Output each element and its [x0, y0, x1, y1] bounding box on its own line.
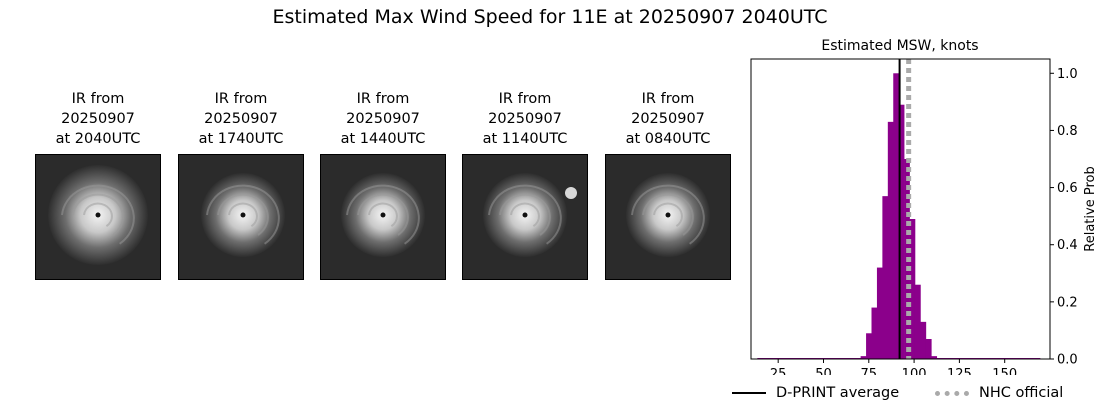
ir-panel-2: IR from 20250907 at 1740UTC — [178, 89, 304, 280]
y-tick-label: 0.2 — [1057, 295, 1078, 310]
histogram-bar — [876, 267, 883, 359]
ir-hurricane-picture — [179, 155, 303, 279]
ir-satellite-image — [462, 154, 588, 280]
ir-satellite-image — [178, 154, 304, 280]
ir-satellite-image — [605, 154, 731, 280]
ir-satellite-image — [320, 154, 446, 280]
legend-item-dprint: D-PRINT average — [732, 385, 899, 401]
histogram-bar — [898, 104, 905, 359]
msw-histogram-chart: Estimated MSW, knots 25 50 75 100 125 150 0.0… — [750, 38, 1098, 375]
ir-satellite-image — [35, 154, 161, 280]
histogram-bar — [860, 356, 867, 359]
x-tick-label: 25 — [770, 367, 787, 375]
y-axis-label: Relative Prob — [1083, 166, 1098, 251]
legend-swatch-dprint — [732, 392, 766, 394]
x-tick-label: 125 — [947, 367, 972, 375]
histogram-bar — [887, 121, 894, 359]
ir-panel-caption: IR from 20250907 at 1740UTC — [198, 91, 284, 147]
ir-panel-caption: IR from 20250907 at 1140UTC — [482, 91, 568, 147]
histogram-bar — [866, 333, 872, 359]
plot-frame — [750, 58, 1051, 360]
y-axis: 0.0 0.2 0.4 0.6 0.8 1.0 — [1050, 67, 1078, 368]
ir-hurricane-picture — [463, 155, 587, 279]
ir-hurricane-picture — [36, 155, 160, 279]
histogram-bar — [925, 339, 932, 359]
legend-item-nhc: NHC official — [935, 385, 1063, 401]
ir-panel-5: IR from 20250907 at 0840UTC — [605, 89, 731, 280]
histogram-bar — [914, 284, 921, 359]
ir-panel-3: IR from 20250907 at 1440UTC — [320, 89, 446, 280]
x-axis: 25 50 75 100 125 150 — [770, 359, 1017, 375]
histogram-bar — [871, 307, 878, 359]
histogram-bar — [909, 219, 916, 359]
histogram-bar — [882, 196, 889, 359]
ir-panel-caption: IR from 20250907 at 1440UTC — [340, 91, 426, 147]
y-tick-label: 1.0 — [1057, 67, 1078, 82]
ir-panel-4: IR from 20250907 at 1140UTC — [462, 89, 588, 280]
ir-panel-caption: IR from 20250907 at 2040UTC — [55, 91, 141, 147]
ir-panel-caption: IR from 20250907 at 0840UTC — [625, 91, 711, 147]
histogram-bar — [920, 321, 927, 359]
histogram-bar — [931, 356, 938, 359]
ir-hurricane-picture — [321, 155, 445, 279]
y-tick-label: 0.0 — [1057, 353, 1078, 368]
legend-label-nhc: NHC official — [979, 385, 1064, 401]
x-tick-label: 100 — [902, 367, 927, 375]
figure-title: Estimated Max Wind Speed for 11E at 2025… — [272, 6, 828, 28]
histogram-bar — [893, 73, 899, 360]
legend-label-dprint: D-PRINT average — [776, 385, 900, 401]
x-tick-label: 50 — [815, 367, 832, 375]
x-tick-label: 75 — [861, 367, 878, 375]
ir-panel-1: IR from 20250907 at 2040UTC — [35, 89, 161, 280]
y-tick-label: 0.4 — [1057, 238, 1078, 253]
ir-hurricane-picture — [606, 155, 730, 279]
y-tick-label: 0.8 — [1057, 124, 1078, 139]
x-tick-label: 150 — [992, 367, 1017, 375]
y-tick-label: 0.6 — [1057, 181, 1078, 196]
legend-swatch-nhc — [935, 390, 969, 396]
chart-title: Estimated MSW, knots — [821, 38, 978, 54]
